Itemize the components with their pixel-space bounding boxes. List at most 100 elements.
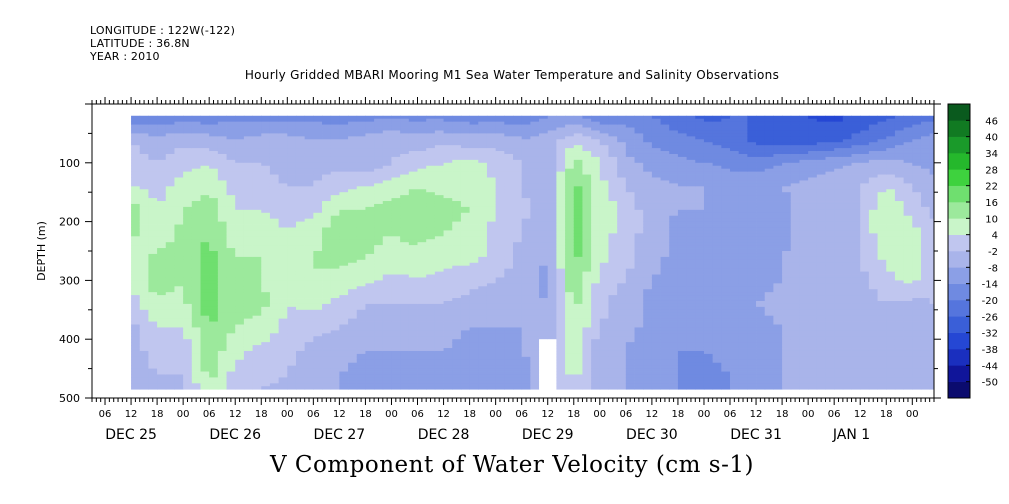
heatmap-cell: [191, 365, 201, 369]
heatmap-cell: [426, 203, 436, 208]
heatmap-cell: [391, 203, 401, 208]
heatmap-cell: [556, 359, 566, 364]
heatmap-cell: [417, 148, 427, 152]
heatmap-cell: [330, 277, 340, 281]
heatmap-cell: [313, 286, 323, 290]
heatmap-cell: [452, 165, 462, 170]
heatmap-cell: [556, 271, 566, 275]
heatmap-cell: [287, 342, 297, 346]
heatmap-cell: [374, 248, 384, 252]
heatmap-cell: [157, 321, 167, 325]
heatmap-cell: [513, 186, 523, 190]
heatmap-cell: [322, 327, 332, 331]
heatmap-cell: [191, 124, 201, 128]
heatmap-cell: [426, 162, 436, 167]
heatmap-cell: [191, 133, 201, 137]
heatmap-cell: [295, 321, 306, 325]
heatmap-cell: [443, 203, 453, 208]
heatmap-cell: [226, 248, 236, 252]
heatmap-cell: [269, 377, 280, 381]
heatmap-cell: [408, 330, 418, 334]
heatmap-cell: [539, 153, 549, 158]
heatmap-cell: [217, 142, 227, 146]
heatmap-cell: [209, 192, 219, 196]
heatmap-cell: [478, 271, 488, 275]
heatmap-cell: [582, 286, 592, 290]
heatmap-cell: [322, 121, 332, 125]
heatmap-cell: [348, 265, 358, 270]
heatmap-cell: [157, 371, 167, 375]
heatmap-cell: [252, 242, 262, 246]
heatmap-cell: [495, 245, 505, 249]
heatmap-cell: [434, 321, 444, 325]
heatmap-cell: [565, 239, 575, 243]
heatmap-cell: [131, 315, 141, 320]
heatmap-cell: [374, 180, 384, 184]
heatmap-cell: [261, 306, 271, 311]
heatmap-cell: [565, 324, 575, 328]
heatmap-cell: [217, 368, 227, 372]
heatmap-cell: [426, 251, 436, 255]
heatmap-cell: [330, 224, 340, 228]
heatmap-cell: [278, 192, 288, 196]
heatmap-cell: [174, 171, 184, 175]
heatmap-cell: [426, 289, 436, 293]
heatmap-cell: [330, 298, 340, 302]
heatmap-cell: [434, 118, 444, 123]
heatmap-cell: [183, 201, 193, 205]
heatmap-cell: [313, 212, 323, 217]
heatmap-cell: [408, 148, 418, 152]
heatmap-cell: [235, 180, 245, 184]
heatmap-cell: [374, 201, 384, 205]
heatmap-cell: [191, 383, 201, 387]
heatmap-cell: [226, 230, 236, 234]
heatmap-cell: [148, 333, 158, 337]
heatmap-cell: [235, 380, 245, 384]
heatmap-cell: [591, 192, 601, 196]
heatmap-cell: [183, 256, 193, 261]
heatmap-cell: [478, 259, 488, 264]
heatmap-cell: [521, 265, 531, 270]
heatmap-cell: [356, 333, 366, 337]
heatmap-cell: [443, 377, 453, 381]
heatmap-cell: [391, 180, 401, 184]
heatmap-cell: [521, 303, 531, 308]
heatmap-cell: [573, 298, 583, 302]
heatmap-cell: [356, 133, 366, 137]
heatmap-cell: [252, 224, 262, 228]
heatmap-cell: [539, 233, 549, 237]
heatmap-cell: [139, 245, 149, 249]
heatmap-cell: [243, 386, 253, 390]
heatmap-cell: [295, 245, 306, 249]
heatmap-cell: [513, 318, 523, 322]
heatmap-cell: [478, 374, 488, 378]
heatmap-cell: [382, 130, 392, 134]
heatmap-cell: [495, 115, 505, 120]
heatmap-cell: [547, 118, 557, 123]
heatmap-cell: [460, 289, 470, 293]
heatmap-cell: [495, 139, 505, 143]
heatmap-cell: [478, 339, 488, 343]
heatmap-cell: [295, 171, 306, 175]
heatmap-cell: [556, 362, 566, 367]
heatmap-cell: [235, 195, 245, 199]
heatmap-cell: [261, 180, 271, 184]
heatmap-cell: [382, 162, 392, 167]
heatmap-cell: [556, 371, 566, 375]
heatmap-cell: [382, 198, 392, 202]
heatmap-cell: [391, 318, 401, 322]
heatmap-cell: [486, 368, 497, 372]
heatmap-cell: [330, 118, 340, 123]
heatmap-cell: [131, 162, 141, 167]
heatmap-cell: [443, 339, 453, 343]
heatmap-cell: [530, 245, 540, 249]
heatmap-cell: [217, 348, 227, 352]
heatmap-cell: [313, 303, 323, 308]
heatmap-cell: [226, 303, 236, 308]
heatmap-cell: [217, 265, 227, 270]
heatmap-cell: [313, 377, 323, 381]
heatmap-cell: [330, 139, 340, 143]
heatmap-cell: [504, 339, 514, 343]
heatmap-cell: [348, 156, 358, 161]
heatmap-cell: [382, 280, 392, 284]
